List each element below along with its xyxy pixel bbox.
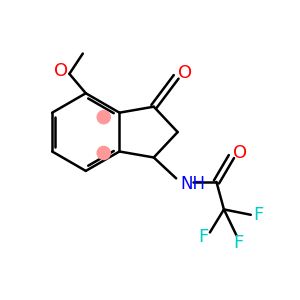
- Circle shape: [97, 146, 110, 160]
- Text: NH: NH: [181, 175, 206, 193]
- Text: F: F: [233, 235, 243, 253]
- Text: O: O: [54, 62, 68, 80]
- Circle shape: [97, 111, 110, 124]
- Text: O: O: [233, 144, 247, 162]
- Text: O: O: [178, 64, 192, 82]
- Text: F: F: [254, 206, 264, 224]
- Text: F: F: [198, 228, 208, 246]
